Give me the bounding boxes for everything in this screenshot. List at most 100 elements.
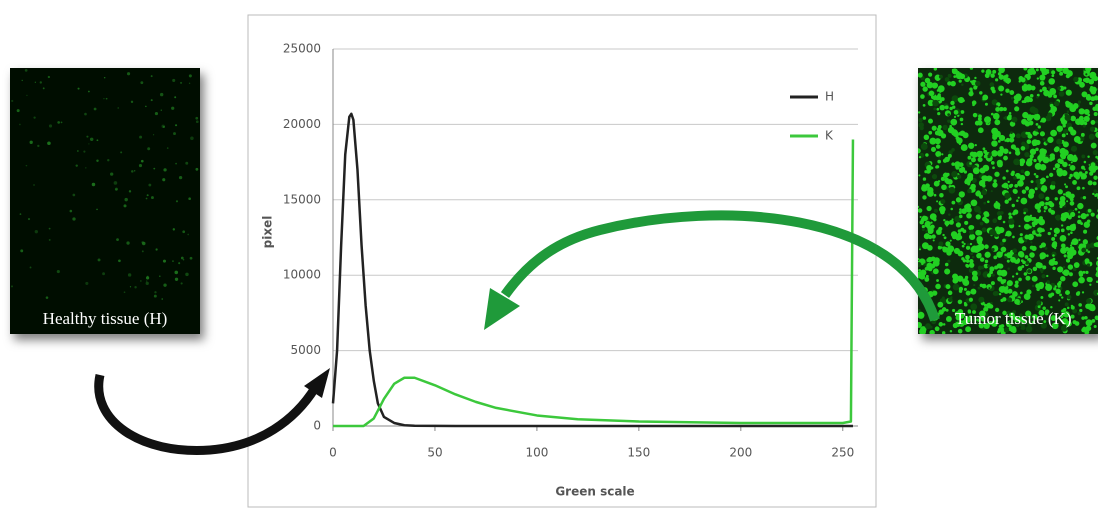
speck xyxy=(1067,295,1072,300)
speck xyxy=(981,70,984,73)
speck xyxy=(1033,217,1036,220)
speck xyxy=(1041,274,1045,278)
speck xyxy=(981,190,986,195)
speck xyxy=(1028,163,1030,165)
speck xyxy=(926,206,931,211)
speck xyxy=(982,284,987,289)
speck xyxy=(1077,186,1081,190)
speck xyxy=(1025,276,1030,281)
speck xyxy=(993,113,1000,120)
speck xyxy=(72,217,75,220)
speck xyxy=(1009,152,1012,155)
speck xyxy=(963,243,965,245)
speck xyxy=(1064,205,1066,207)
speck xyxy=(1083,239,1088,244)
speck xyxy=(991,140,997,146)
speck xyxy=(1091,162,1096,167)
speck xyxy=(963,259,966,262)
speck xyxy=(1061,224,1063,226)
speck xyxy=(1025,240,1027,242)
speck xyxy=(1055,197,1058,200)
speck xyxy=(920,270,926,276)
speck xyxy=(1086,298,1092,304)
speck xyxy=(936,279,939,282)
speck xyxy=(998,72,1001,75)
speck xyxy=(1053,167,1056,170)
speck xyxy=(964,302,967,305)
speck xyxy=(989,266,994,271)
speck xyxy=(124,198,127,201)
speck xyxy=(1018,278,1022,282)
speck xyxy=(1045,247,1048,250)
speck xyxy=(973,113,978,118)
speck xyxy=(958,329,963,334)
speck xyxy=(998,85,1004,91)
speck xyxy=(1011,144,1016,149)
speck xyxy=(47,141,51,145)
speck xyxy=(988,287,990,289)
speck xyxy=(1030,241,1032,243)
speck xyxy=(918,174,920,176)
speck xyxy=(939,322,944,327)
speck xyxy=(1085,93,1087,95)
speck xyxy=(1065,115,1071,121)
speck xyxy=(1034,173,1037,176)
speck xyxy=(1046,254,1049,257)
speck xyxy=(1037,209,1041,213)
speck xyxy=(1005,78,1011,84)
speck xyxy=(175,124,177,126)
speck xyxy=(1052,241,1057,246)
speck xyxy=(958,229,962,233)
speck xyxy=(1050,228,1052,230)
speck xyxy=(70,210,73,213)
speck xyxy=(146,280,147,281)
speck xyxy=(957,275,963,281)
figure: Healthy tissue (H) Tumor tissue (K) pixe… xyxy=(0,0,1098,511)
speck xyxy=(187,234,189,236)
speck xyxy=(1065,290,1070,295)
speck xyxy=(1045,202,1048,205)
speck xyxy=(1061,296,1063,298)
speck xyxy=(983,165,990,172)
speck xyxy=(1055,215,1061,221)
speck xyxy=(943,323,946,326)
speck xyxy=(1003,177,1006,180)
speck xyxy=(972,271,978,277)
speck xyxy=(96,159,98,161)
speck xyxy=(1056,168,1063,175)
speck xyxy=(1020,292,1023,295)
speck xyxy=(190,136,194,140)
speck xyxy=(1042,87,1047,92)
speck xyxy=(1066,133,1068,135)
speck xyxy=(153,134,154,135)
speck xyxy=(1031,86,1036,91)
speck xyxy=(1081,177,1083,179)
speck xyxy=(1003,221,1006,224)
speck xyxy=(936,108,939,111)
speck xyxy=(1036,288,1040,292)
speck xyxy=(1024,224,1030,230)
speck xyxy=(1066,226,1070,230)
speck xyxy=(1025,132,1028,135)
speck xyxy=(1078,312,1082,316)
speck xyxy=(1041,178,1046,183)
speck xyxy=(959,191,965,197)
speck xyxy=(1024,152,1029,157)
speck xyxy=(1022,189,1026,193)
speck xyxy=(994,172,999,177)
speck xyxy=(1070,103,1073,106)
speck xyxy=(1001,247,1007,253)
speck xyxy=(1051,237,1055,241)
speck xyxy=(1085,271,1088,274)
speck xyxy=(1091,213,1095,217)
speck xyxy=(1013,189,1018,194)
speck xyxy=(1008,181,1010,183)
speck xyxy=(172,260,174,262)
speck xyxy=(1052,267,1055,270)
speck xyxy=(1087,220,1091,224)
speck xyxy=(1070,231,1073,234)
speck xyxy=(180,82,182,84)
speck xyxy=(947,119,950,122)
speck xyxy=(948,297,953,302)
speck xyxy=(176,200,178,202)
